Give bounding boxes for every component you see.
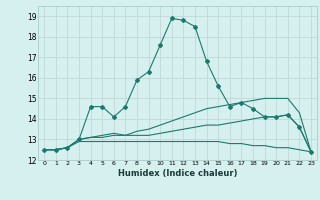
X-axis label: Humidex (Indice chaleur): Humidex (Indice chaleur) xyxy=(118,169,237,178)
